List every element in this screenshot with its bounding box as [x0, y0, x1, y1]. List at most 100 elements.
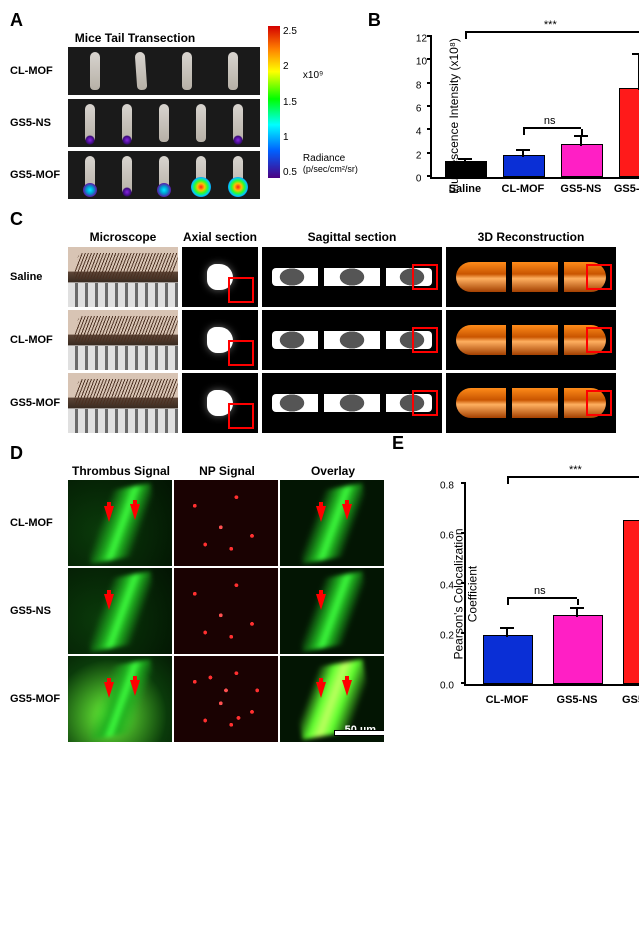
ytick: 12	[416, 34, 427, 45]
panel-label-C: C	[10, 209, 23, 229]
chartB-bar	[503, 155, 545, 177]
scalebar: 50 µm	[345, 724, 376, 736]
fluo-overlay	[280, 480, 384, 566]
chartB-xcat: GS5-NS	[553, 183, 609, 195]
tail-strip	[68, 47, 260, 95]
ytick: 10	[416, 57, 427, 68]
panel-label-A: A	[10, 10, 23, 30]
panelA-row-gs5mof: GS5-MOF	[10, 151, 260, 199]
ytick: 0.4	[440, 581, 454, 592]
chartB-bar	[445, 161, 487, 177]
chartE-xcat: CL-MOF	[475, 694, 539, 706]
cb-exponent: x10⁹	[303, 70, 358, 81]
fluo-np	[174, 568, 278, 654]
chartB-xcat: Saline	[437, 183, 493, 195]
panelC-row: Saline	[10, 247, 629, 307]
ytick: 0.2	[440, 631, 454, 642]
ct-3d	[446, 310, 616, 370]
cb-label: Radiance	[303, 153, 358, 164]
microscope-image	[68, 247, 178, 307]
d-header: Overlay	[280, 464, 386, 478]
row-label: GS5-MOF	[10, 169, 68, 181]
chartB-xcat: CL-MOF	[495, 183, 551, 195]
chartB-bar	[561, 144, 603, 178]
sig-label: ns	[544, 115, 556, 127]
row-label: Saline	[10, 271, 68, 283]
ytick: 4	[416, 127, 422, 138]
microscope-image	[68, 310, 178, 370]
sig-label: ***	[569, 464, 582, 476]
panel-B: B Fluorescence Intensity (x10⁸) 02468101…	[368, 10, 639, 203]
colorbar: 2.5 2 1.5 1 0.5 x10⁹ Radiance (p/sec/cm²…	[268, 10, 358, 203]
panelD-row: GS5-MOF 50 µm	[10, 656, 386, 742]
sig-label: ***	[544, 19, 557, 31]
row-label: GS5-MOF	[10, 693, 68, 705]
ct-sagittal	[262, 373, 442, 433]
cb-unit: (p/sec/cm²/sr)	[303, 164, 358, 174]
chartE-bar	[553, 615, 603, 685]
microscope-image	[68, 373, 178, 433]
ytick: 0	[416, 174, 422, 185]
row-label: GS5-MOF	[10, 397, 68, 409]
ct-axial	[182, 373, 258, 433]
figure: A Mice Tail Transection CL-MOF GS5-NS	[10, 10, 629, 742]
ct-axial	[182, 247, 258, 307]
row-label: CL-MOF	[10, 517, 68, 529]
panelA-row-clmof: CL-MOF	[10, 47, 260, 95]
chartB-xcat: GS5-MOF	[611, 183, 639, 195]
ct-axial	[182, 310, 258, 370]
fluo-np	[174, 656, 278, 742]
ct-sagittal	[262, 247, 442, 307]
panel-D: D Thrombus Signal NP Signal Overlay CL-M…	[10, 443, 386, 742]
ytick: 0.8	[440, 481, 454, 492]
row-label: GS5-NS	[10, 117, 68, 129]
panelD-row: CL-MOF	[10, 480, 386, 566]
sig-label: ns	[534, 585, 546, 597]
panel-label-E: E	[392, 433, 404, 453]
cb-tick: 1	[283, 132, 297, 143]
fluo-overlay	[280, 568, 384, 654]
c-header: Sagittal section	[262, 230, 442, 244]
panel-A-title: Mice Tail Transection	[10, 31, 260, 45]
panelC-row: CL-MOF	[10, 310, 629, 370]
fluo-thrombus	[68, 656, 172, 742]
chartE-bar	[483, 635, 533, 685]
fluo-thrombus	[68, 568, 172, 654]
chartE-bar	[623, 520, 639, 685]
panelD-row: GS5-NS	[10, 568, 386, 654]
fluo-np	[174, 480, 278, 566]
panel-label-B: B	[368, 10, 381, 30]
panelC-row: GS5-MOF	[10, 373, 629, 433]
panel-C: C Microscope Axial section Sagittal sect…	[10, 209, 629, 433]
c-header: Axial section	[182, 230, 258, 244]
chart-E: Pearson's ColocalizationCoefficient 0.00…	[440, 474, 639, 714]
chart-B: Fluorescence Intensity (x10⁸) 024681012S…	[412, 31, 639, 201]
fluo-thrombus	[68, 480, 172, 566]
ct-sagittal	[262, 310, 442, 370]
cb-tick: 1.5	[283, 97, 297, 108]
ytick: 8	[416, 80, 422, 91]
row-label: CL-MOF	[10, 65, 68, 77]
cb-tick: 0.5	[283, 167, 297, 178]
panel-label-D: D	[10, 443, 23, 463]
row-label: CL-MOF	[10, 334, 68, 346]
ct-3d	[446, 373, 616, 433]
chartE-xcat: GS5-MOF	[615, 694, 639, 706]
panel-E: E Pearson's ColocalizationCoefficient 0.…	[392, 433, 639, 714]
d-header: NP Signal	[174, 464, 280, 478]
tail-strip	[68, 99, 260, 147]
panelA-row-gs5ns: GS5-NS	[10, 99, 260, 147]
ytick: 0.0	[440, 681, 454, 692]
panel-A: A Mice Tail Transection CL-MOF GS5-NS	[10, 10, 358, 203]
row-label: GS5-NS	[10, 605, 68, 617]
ytick: 2	[416, 150, 422, 161]
chartE-xcat: GS5-NS	[545, 694, 609, 706]
c-header: 3D Reconstruction	[446, 230, 616, 244]
cb-tick: 2	[283, 61, 297, 72]
chartB-bar	[619, 88, 639, 178]
cb-tick: 2.5	[283, 26, 297, 37]
tail-strip	[68, 151, 260, 199]
ct-3d	[446, 247, 616, 307]
c-header: Microscope	[68, 230, 178, 244]
ytick: 0.6	[440, 531, 454, 542]
